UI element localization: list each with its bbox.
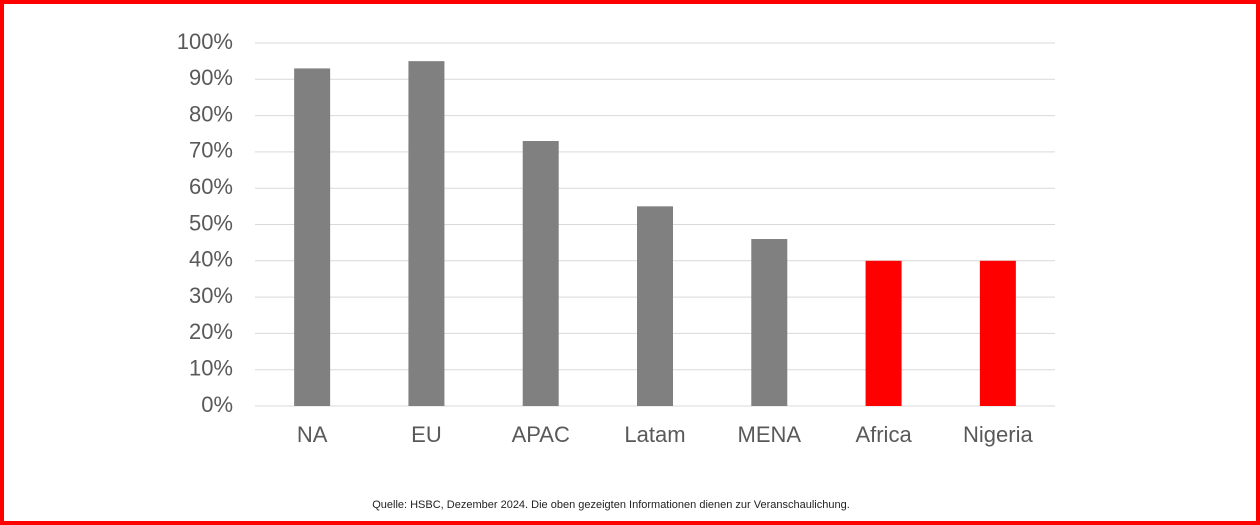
x-tick-label: MENA [738,422,802,447]
y-tick-label: 70% [189,138,233,163]
y-tick-label: 0% [201,392,233,417]
bar [865,260,902,406]
x-tick-label: Latam [624,422,685,447]
y-tick-label: 60% [189,174,233,199]
bar [637,206,673,406]
bar [522,141,559,406]
y-tick-label: 50% [189,210,233,235]
x-tick-label: APAC [512,422,570,447]
x-tick-label: EU [411,422,442,447]
y-tick-label: 40% [189,247,233,272]
x-tick-label: Africa [855,422,912,447]
bar [408,61,445,407]
y-tick-label: 90% [189,65,233,90]
y-tick-label: 80% [189,101,233,126]
y-tick-label: 20% [189,319,233,344]
y-tick-label: 30% [189,283,233,308]
y-tick-label: 100% [177,29,233,54]
bar [294,68,331,406]
y-tick-label: 10% [189,356,233,381]
source-note: Quelle: HSBC, Dezember 2024. Die oben ge… [372,499,850,511]
bar [979,260,1016,406]
bar [751,239,788,406]
x-tick-label: Nigeria [963,422,1033,447]
x-tick-label: NA [297,422,328,447]
